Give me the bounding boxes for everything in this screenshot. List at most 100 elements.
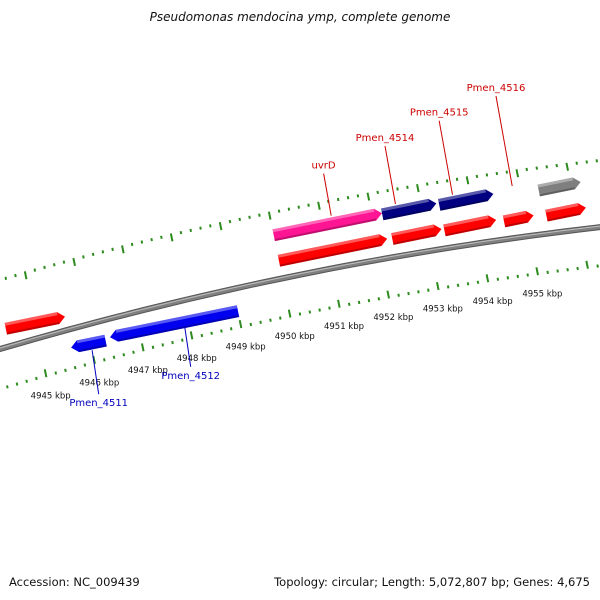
minor-tick (228, 219, 232, 224)
minor-tick (298, 312, 302, 316)
kbp-tick-label: 4949 kbp (226, 343, 266, 353)
minor-tick (475, 174, 479, 179)
minor-tick (516, 274, 520, 279)
gene-arrow-sheen (502, 210, 527, 219)
gene-label[interactable]: Pmen_4515 (410, 108, 469, 119)
gene-label[interactable]: Pmen_4512 (161, 371, 220, 382)
minor-tick (328, 306, 331, 310)
major-tick (585, 260, 589, 269)
gene-arrow-body[interactable] (277, 233, 389, 267)
minor-tick (506, 276, 510, 280)
gene-arrow[interactable] (277, 233, 389, 267)
gene-arrow-shade (445, 225, 491, 237)
minor-tick (485, 173, 489, 177)
major-tick (43, 369, 48, 378)
gene-arrow[interactable] (109, 305, 240, 343)
gene-arrow[interactable] (272, 207, 384, 242)
minor-tick (4, 276, 8, 281)
gene-arrow-shade (279, 244, 382, 267)
minor-tick (526, 273, 530, 277)
gene-arrow-sheen (438, 189, 486, 202)
gene-arrow[interactable] (70, 334, 107, 354)
minor-tick (130, 242, 134, 247)
major-tick (337, 299, 341, 308)
kbp-tick-label: 4945 kbp (31, 392, 71, 402)
gene-label[interactable]: Pmen_4514 (356, 133, 415, 144)
genome-backbone (0, 224, 600, 353)
gene-arrow-body[interactable] (502, 210, 535, 228)
gene-arrow-sheen (381, 198, 429, 212)
tick-marks (4, 159, 599, 389)
minor-tick (160, 235, 163, 239)
minor-tick (210, 331, 213, 335)
gene-arrow[interactable] (443, 214, 497, 237)
minor-tick (546, 270, 549, 274)
minor-tick (495, 171, 499, 176)
gene-arrow-sheen (272, 208, 375, 233)
gene-labels: uvrD Pmen_4514 Pmen_4515 Pmen_4516 Pmen_4511… (69, 83, 525, 409)
minor-tick (82, 255, 85, 259)
minor-tick (64, 368, 67, 372)
gene-arrow[interactable] (502, 210, 535, 228)
minor-tick (545, 165, 549, 169)
minor-tick (386, 188, 389, 193)
gene-features[interactable] (4, 176, 587, 354)
minor-tick (62, 260, 66, 264)
gene-label[interactable]: Pmen_4516 (467, 83, 526, 94)
minor-tick (112, 355, 116, 359)
gene-arrow[interactable] (391, 223, 443, 245)
major-tick (267, 211, 272, 220)
major-tick (72, 257, 76, 267)
minor-tick (596, 264, 599, 268)
gene-arrow-body[interactable] (381, 198, 438, 221)
major-tick (121, 245, 125, 254)
minor-tick (446, 285, 450, 289)
gene-arrow-body[interactable] (545, 202, 587, 222)
gene-label[interactable]: uvrD (312, 161, 336, 172)
minor-tick (435, 180, 439, 185)
gene-label[interactable]: Pmen_4511 (69, 398, 128, 409)
minor-tick (14, 273, 17, 278)
gene-arrow[interactable] (545, 202, 587, 222)
minor-tick (318, 308, 321, 312)
backbone-highlight (0, 225, 600, 349)
gene-arrow-body[interactable] (438, 188, 495, 211)
gene-arrow-body[interactable] (272, 207, 384, 242)
gene-arrow-body[interactable] (537, 176, 582, 197)
gene-arrow-body[interactable] (391, 223, 443, 245)
gene-arrow-shade (504, 220, 528, 228)
minor-tick (445, 179, 449, 183)
gene-arrow-shade (547, 212, 581, 222)
minor-tick (377, 297, 381, 301)
minor-tick (585, 160, 589, 164)
minor-tick (161, 343, 165, 347)
minor-tick (406, 185, 409, 189)
gene-arrow-shade (6, 321, 60, 335)
gene-arrow-body[interactable] (443, 214, 497, 237)
minor-tick (357, 300, 361, 305)
minor-tick (505, 170, 509, 174)
minor-tick (396, 187, 399, 191)
gene-arrow-body[interactable] (4, 311, 67, 335)
gene-label-leader (495, 95, 513, 187)
minor-tick (417, 290, 420, 294)
gene-arrow[interactable] (537, 176, 582, 197)
gene-arrow-shade (382, 208, 431, 221)
major-tick (465, 176, 470, 185)
minor-tick (356, 194, 360, 198)
minor-tick (103, 358, 106, 362)
kbp-tick-label: 4955 kbp (522, 290, 562, 300)
minor-tick (277, 209, 281, 213)
minor-tick (576, 266, 579, 271)
gene-label-leader (91, 350, 100, 395)
major-tick (238, 320, 243, 329)
minor-tick (238, 217, 242, 222)
gene-arrow-body[interactable] (70, 334, 107, 354)
minor-tick (101, 250, 105, 254)
gene-arrow[interactable] (4, 311, 67, 335)
gene-arrow-body[interactable] (109, 305, 240, 343)
gene-arrow[interactable] (438, 188, 495, 211)
minor-tick (229, 327, 233, 331)
gene-arrow[interactable] (381, 198, 438, 221)
